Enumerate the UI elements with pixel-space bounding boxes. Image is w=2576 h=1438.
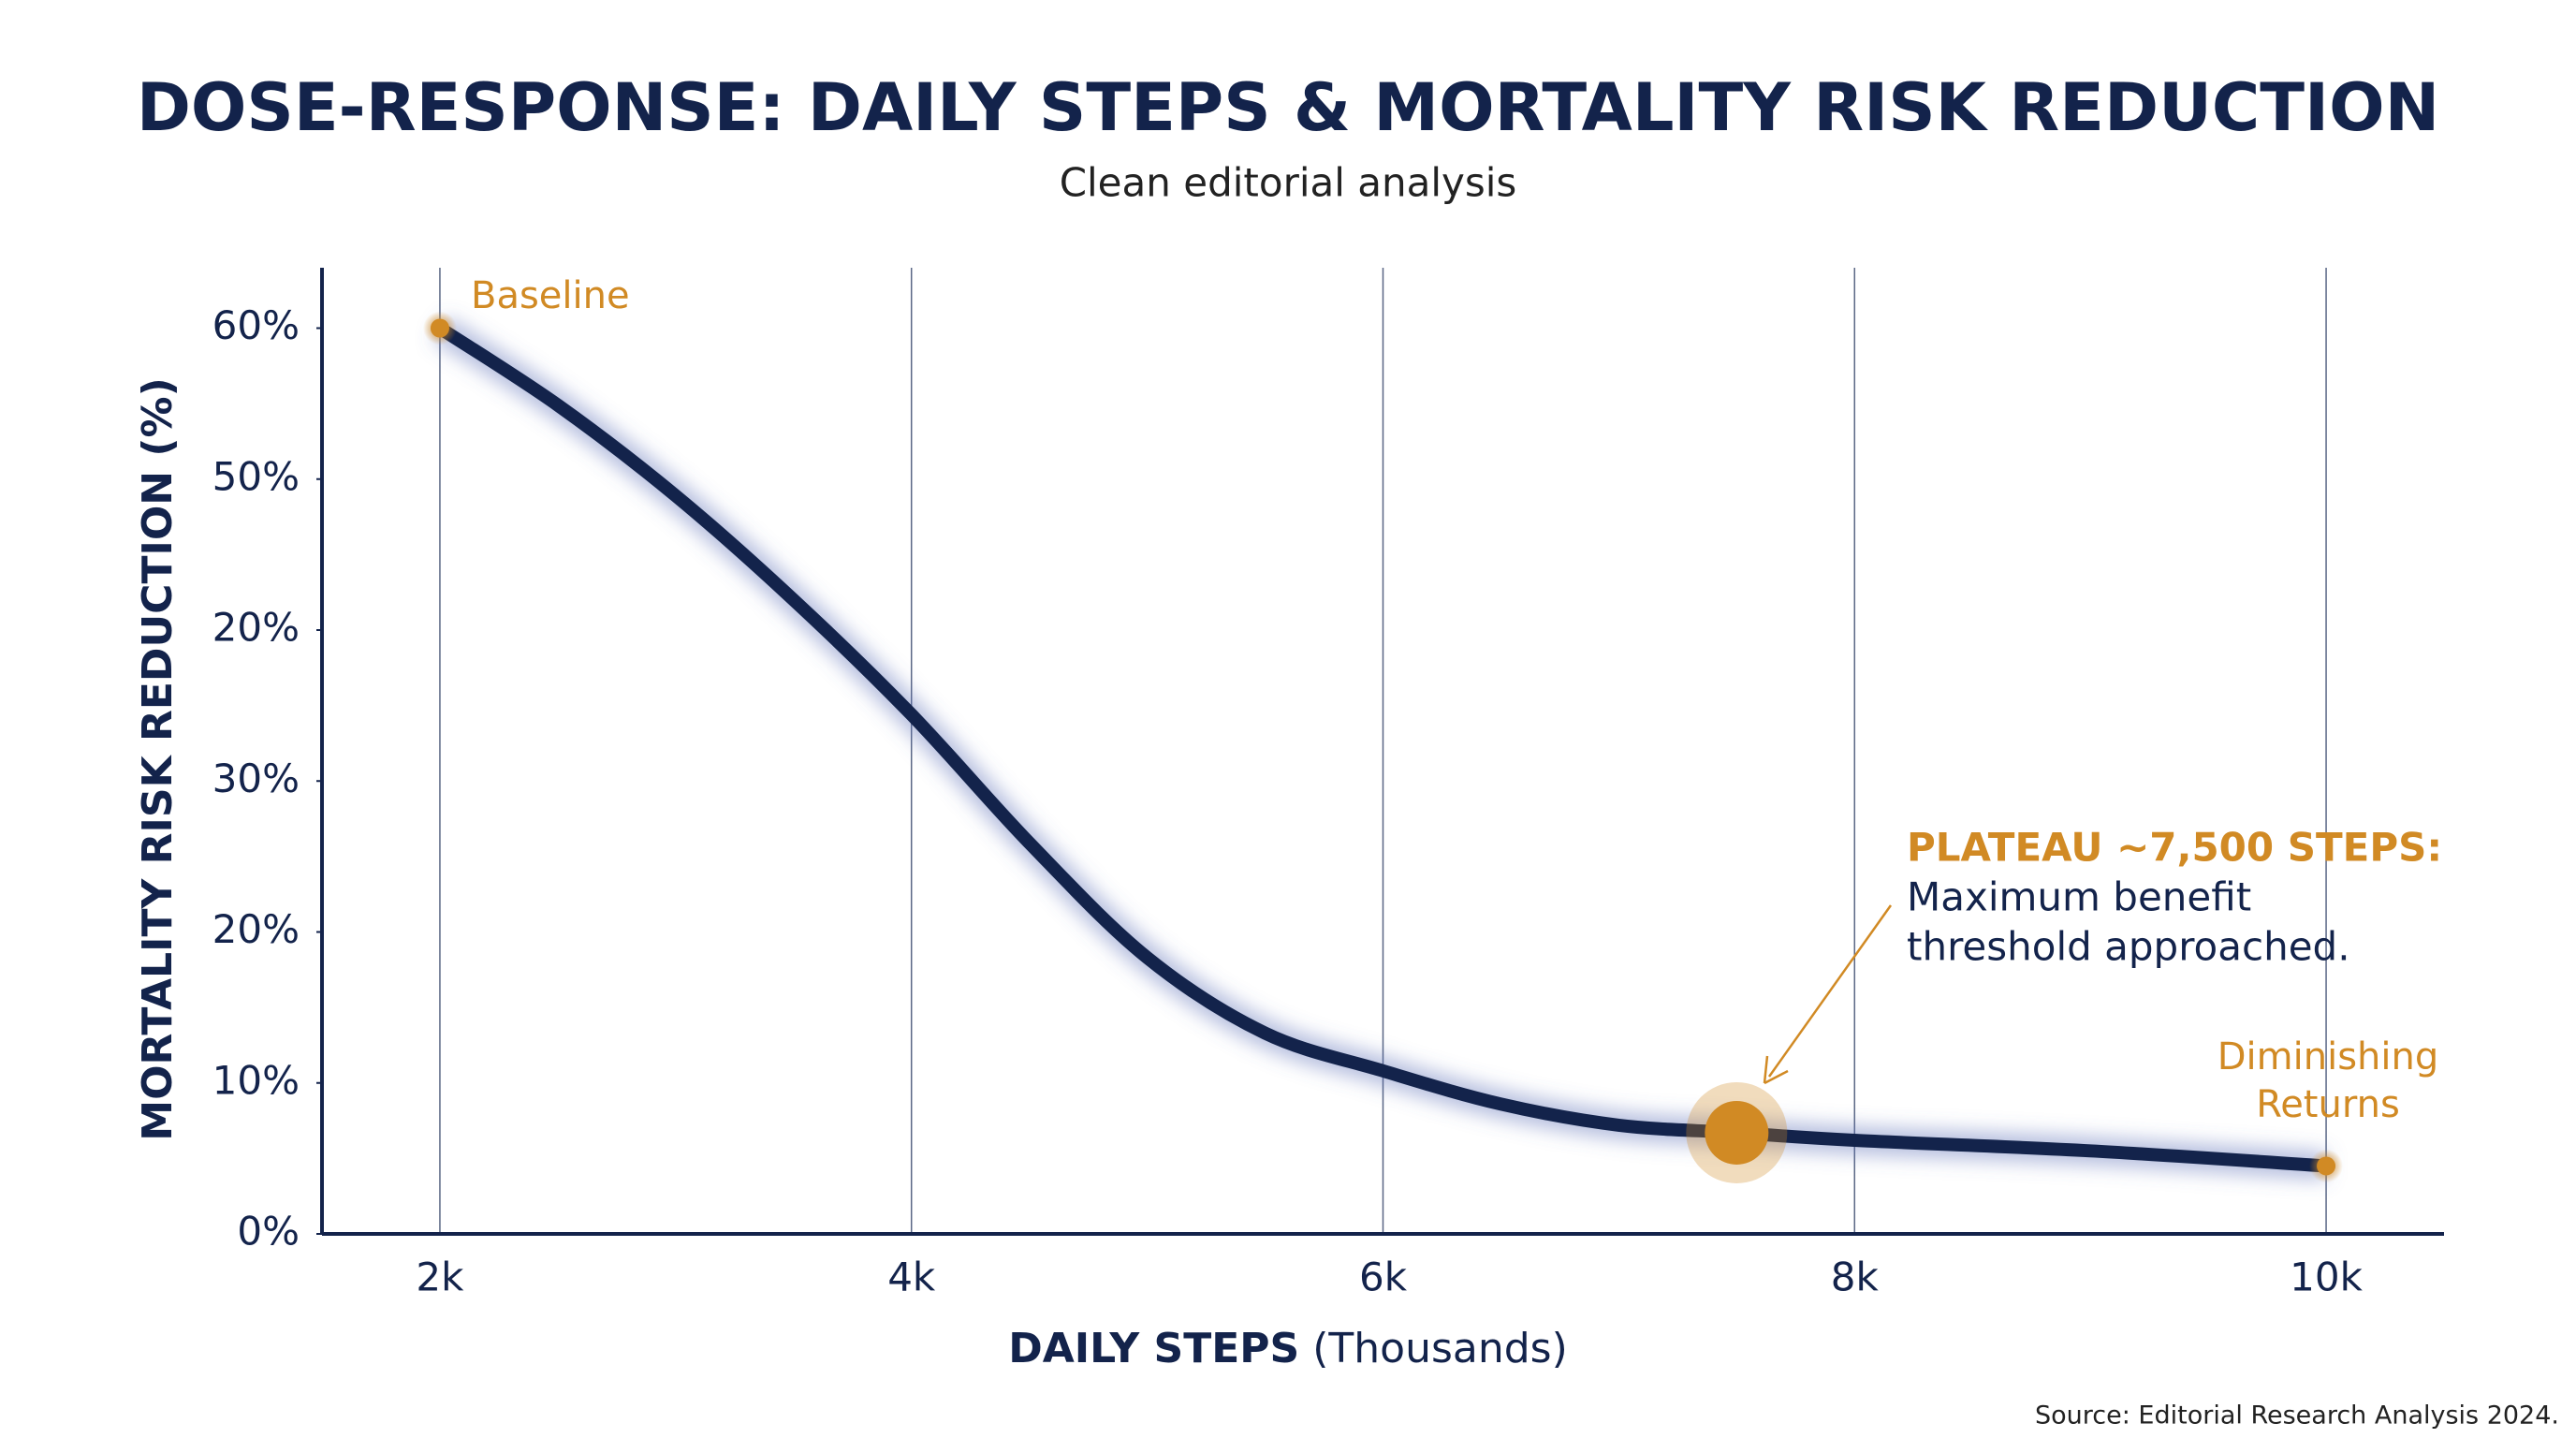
chart-subtitle: Clean editorial analysis: [1060, 160, 1517, 206]
annotation-arrow: [1767, 904, 1893, 1078]
annotation-diminishing: Diminishing: [2217, 1035, 2439, 1078]
plateau-point: [1705, 1100, 1769, 1165]
line: [432, 321, 2334, 1173]
x-tick-label: 10k: [2290, 1255, 2363, 1300]
y-tick-label: 50%: [212, 453, 300, 499]
y-tick-label: 20%: [212, 906, 300, 952]
y-tick-label: 30%: [212, 756, 300, 801]
x-axis-label: DAILY STEPS (Thousands): [1008, 1325, 1568, 1372]
x-tick-label: 8k: [1831, 1255, 1880, 1300]
annotation-plateau-text: Maximum benefit: [1907, 874, 2251, 920]
annotation-baseline: Baseline: [471, 274, 630, 317]
y-tick-label: 20%: [212, 605, 300, 651]
x-tick-label: 2k: [416, 1255, 464, 1300]
end-point: [430, 318, 449, 338]
end-point: [2317, 1156, 2336, 1176]
annotation-arrow-head: [1763, 1055, 1789, 1085]
y-tick-label: 0%: [237, 1209, 300, 1255]
x-axis-label-rest: (Thousands): [1312, 1325, 1568, 1372]
y-tick-label: 10%: [212, 1057, 300, 1103]
chart-title: DOSE-RESPONSE: DAILY STEPS & MORTALITY R…: [137, 69, 2439, 146]
y-tick-label: 60%: [212, 302, 300, 348]
source-note: Source: Editorial Research Analysis 2024…: [2035, 1401, 2559, 1431]
x-tick-label: 4k: [887, 1255, 936, 1300]
annotation-diminishing: Returns: [2256, 1083, 2400, 1126]
y-axis-label: MORTALITY RISK REDUCTION (%): [134, 377, 182, 1140]
annotation-plateau-text: threshold approached.: [1907, 924, 2350, 970]
annotation-plateau-title: PLATEAU ~7,500 STEPS:: [1907, 825, 2442, 871]
x-tick-label: 6k: [1359, 1255, 1408, 1300]
x-axis-label-bold: DAILY STEPS: [1008, 1325, 1299, 1372]
